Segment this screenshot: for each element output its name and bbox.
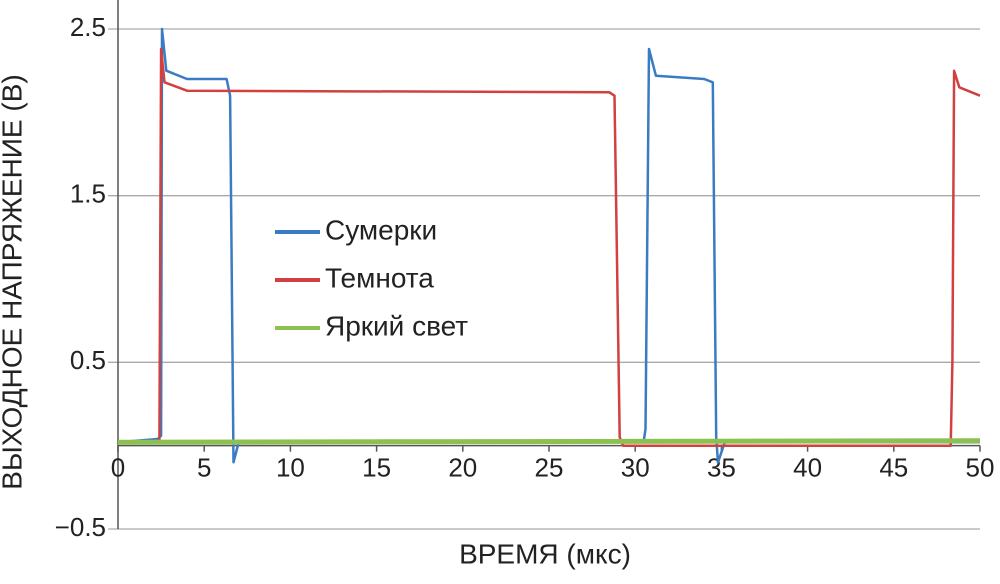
x-tick-label: 20 [448, 453, 477, 483]
x-tick-label: 0 [111, 453, 125, 483]
legend-label: Яркий свет [325, 310, 468, 341]
x-tick-label: 40 [793, 453, 822, 483]
legend-label: Сумерки [325, 214, 437, 245]
y-tick-label: 1.5 [70, 179, 106, 209]
x-tick-label: 45 [879, 453, 908, 483]
y-tick-label: 2.5 [70, 12, 106, 42]
x-tick-label: 5 [197, 453, 211, 483]
series-line [117, 438, 981, 445]
series-line [117, 27, 980, 464]
y-tick-label: −0.5 [55, 512, 106, 542]
x-tick-label: 30 [621, 453, 650, 483]
y-tick-label: 0.5 [70, 345, 106, 375]
x-axis-label: ВРЕМЯ (мкс) [459, 538, 631, 569]
x-tick-label: 10 [276, 453, 305, 483]
x-tick-label: 25 [535, 453, 564, 483]
x-tick-label: 35 [707, 453, 736, 483]
series-line [118, 47, 981, 447]
y-axis-label: ВЫХОДНОЕ НАПРЯЖЕНИЕ (В) [0, 74, 27, 489]
x-tick-label: 15 [362, 453, 391, 483]
legend-label: Темнота [325, 262, 434, 293]
x-tick-label: 50 [966, 453, 995, 483]
